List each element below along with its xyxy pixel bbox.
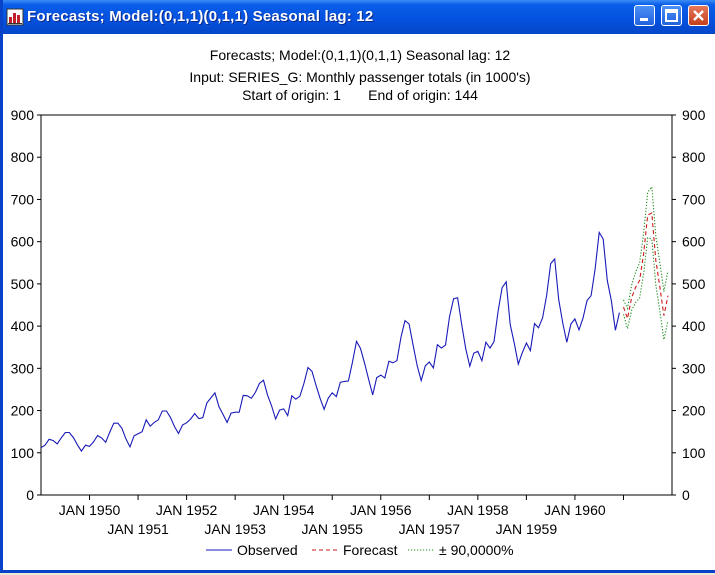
- chart-subtitle-line-2: Start of origin: 1 End of origin: 144: [242, 87, 478, 103]
- y-tick-label-right: 100: [682, 445, 706, 461]
- maximize-icon: [665, 9, 678, 22]
- x-tick-label: JAN 1954: [253, 502, 315, 518]
- y-tick-label-left: 700: [11, 191, 35, 207]
- x-tick-label: JAN 1956: [350, 502, 412, 518]
- maximize-button[interactable]: [661, 5, 682, 26]
- y-tick-label-left: 500: [11, 276, 35, 292]
- y-tick-label-left: 800: [11, 149, 35, 165]
- x-tick-label: JAN 1960: [544, 502, 606, 518]
- y-tick-label-left: 100: [11, 445, 35, 461]
- series-line: [40, 230, 620, 453]
- minimize-button[interactable]: [634, 5, 655, 26]
- y-tick-label-left: 0: [26, 487, 34, 503]
- close-button[interactable]: [688, 5, 709, 26]
- plot-area: Forecasts; Model:(0,1,1)(0,1,1) Seasonal…: [6, 34, 715, 570]
- close-icon: [693, 10, 704, 21]
- y-tick-label-left: 200: [11, 403, 35, 419]
- window-title: Forecasts; Model:(0,1,1)(0,1,1) Seasonal…: [27, 8, 374, 25]
- y-tick-label-right: 600: [682, 234, 706, 250]
- y-tick-label-right: 700: [682, 191, 706, 207]
- legend-label: Forecast: [343, 542, 398, 558]
- legend-label: Observed: [237, 542, 298, 558]
- y-tick-label-right: 400: [682, 318, 706, 334]
- x-tick-label: JAN 1958: [447, 502, 509, 518]
- y-tick-label-right: 800: [682, 149, 706, 165]
- y-tick-label-right: 300: [682, 360, 706, 376]
- series-line: [622, 212, 669, 321]
- y-tick-label-right: 900: [682, 107, 706, 123]
- title-bar[interactable]: Forecasts; Model:(0,1,1)(0,1,1) Seasonal…: [3, 0, 715, 34]
- x-tick-label: JAN 1955: [301, 521, 363, 537]
- chart-subtitle-line-1: Input: SERIES_G: Monthly passenger total…: [189, 69, 530, 85]
- y-tick-label-right: 0: [682, 487, 690, 503]
- y-tick-label-left: 300: [11, 360, 35, 376]
- chart-app-icon: [6, 8, 24, 26]
- minimize-icon: [640, 18, 648, 21]
- y-tick-label-left: 600: [11, 234, 35, 250]
- y-tick-label-right: 500: [682, 276, 706, 292]
- legend-label: ± 90,0000%: [439, 542, 514, 558]
- forecast-chart: Forecasts; Model:(0,1,1)(0,1,1) Seasonal…: [11, 47, 706, 558]
- series-upper-band: [623, 185, 669, 311]
- x-tick-label: JAN 1952: [156, 502, 218, 518]
- x-tick-label: JAN 1950: [59, 502, 121, 518]
- x-tick-label: JAN 1951: [107, 521, 169, 537]
- plot-frame: [40, 114, 673, 496]
- y-tick-label-left: 400: [11, 318, 35, 334]
- x-tick-label: JAN 1957: [399, 521, 461, 537]
- series-lower-band: [622, 237, 669, 340]
- chart-title: Forecasts; Model:(0,1,1)(0,1,1) Seasonal…: [210, 47, 511, 63]
- x-tick-label: JAN 1959: [496, 521, 558, 537]
- y-tick-label-right: 200: [682, 403, 706, 419]
- x-tick-label: JAN 1953: [204, 521, 266, 537]
- y-tick-label-left: 900: [11, 107, 35, 123]
